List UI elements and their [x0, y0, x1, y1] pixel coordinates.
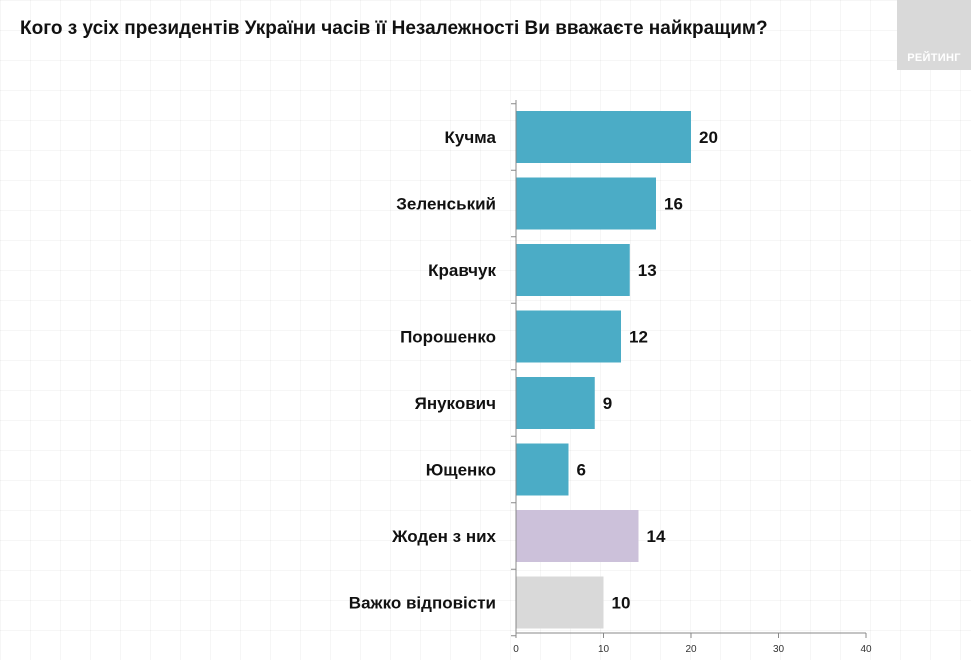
- category-label: Важко відповісти: [349, 594, 496, 613]
- bar: [516, 377, 595, 429]
- chart-title: Кого з усіх президентів України часів її…: [20, 18, 768, 39]
- data-label: 16: [664, 195, 683, 214]
- data-label: 10: [612, 594, 631, 613]
- bar: [516, 177, 656, 230]
- data-label: 9: [603, 394, 612, 413]
- logo-text: РЕЙТИНГ: [907, 52, 961, 64]
- bar: [516, 510, 639, 562]
- category-label: Жоден з них: [391, 527, 496, 546]
- category-label: Ющенко: [426, 461, 496, 480]
- category-label: Зеленський: [396, 195, 496, 214]
- bar: [516, 111, 691, 163]
- data-label: 20: [699, 128, 718, 147]
- bar: [516, 576, 604, 629]
- category-label: Порошенко: [400, 328, 496, 347]
- bar: [516, 244, 630, 296]
- x-tick-label: 10: [598, 644, 610, 655]
- bar: [516, 310, 621, 363]
- data-label: 13: [638, 261, 657, 280]
- data-label: 12: [629, 328, 648, 347]
- category-label: Кравчук: [428, 261, 496, 280]
- data-label: 6: [577, 461, 586, 480]
- category-label: Кучма: [444, 128, 496, 147]
- x-tick-label: 20: [685, 644, 697, 655]
- data-label: 14: [647, 527, 666, 546]
- x-tick-label: 0: [513, 644, 519, 655]
- x-tick-label: 40: [860, 644, 872, 655]
- rating-logo: РЕЙТИНГ: [897, 0, 971, 70]
- category-label: Янукович: [415, 394, 496, 413]
- bar: [516, 443, 569, 496]
- x-tick-label: 30: [773, 644, 785, 655]
